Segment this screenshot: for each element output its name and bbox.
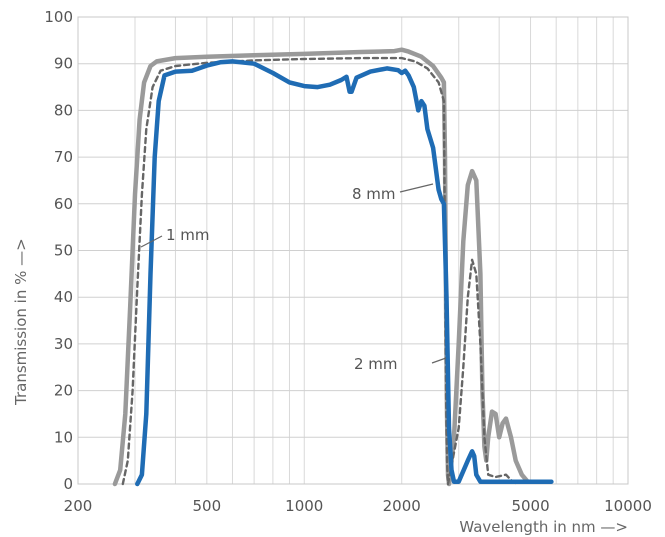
y-tick-label: 70: [54, 148, 73, 166]
annotation-leader: [399, 183, 434, 193]
x-tick-label: 1000: [285, 497, 323, 515]
y-tick-label: 100: [44, 8, 73, 26]
series-line-8-mm: [135, 59, 554, 487]
annotation-label: 8 mm: [352, 185, 396, 203]
annotation-leader: [431, 357, 447, 364]
x-tick-label: 10000: [604, 497, 652, 515]
x-axis-title: Wavelength in nm —>: [459, 518, 628, 536]
grid-lines: [77, 16, 629, 485]
y-tick-label: 50: [54, 242, 73, 260]
y-tick-label: 30: [54, 335, 73, 353]
series-line-2-mm: [121, 56, 520, 486]
y-tick-label: 20: [54, 382, 73, 400]
y-tick-label: 90: [54, 55, 73, 73]
annotation-leader: [140, 235, 163, 248]
y-tick-label: 0: [63, 475, 73, 493]
x-tick-label: 200: [64, 497, 93, 515]
x-tick-label: 5000: [511, 497, 549, 515]
y-axis-title: Transmission in % —>: [12, 238, 30, 406]
x-tick-label: 2000: [383, 497, 421, 515]
y-tick-label: 60: [54, 195, 73, 213]
annotation-label: 1 mm: [166, 226, 210, 244]
tick-labels: 200 500 1000 2000 5000 10000 0 10 20 30 40 50 60 70 80…: [44, 8, 652, 515]
annotations: 1 mm 2 mm 8 mm: [140, 183, 447, 373]
y-tick-label: 80: [54, 101, 73, 119]
y-tick-label: 40: [54, 288, 73, 306]
x-tick-label: 500: [193, 497, 222, 515]
series-lines: [112, 47, 554, 487]
annotation-label: 2 mm: [354, 355, 398, 373]
y-tick-label: 10: [54, 428, 73, 446]
plot-frame: [77, 16, 629, 485]
series-line-1-mm: [112, 47, 530, 487]
